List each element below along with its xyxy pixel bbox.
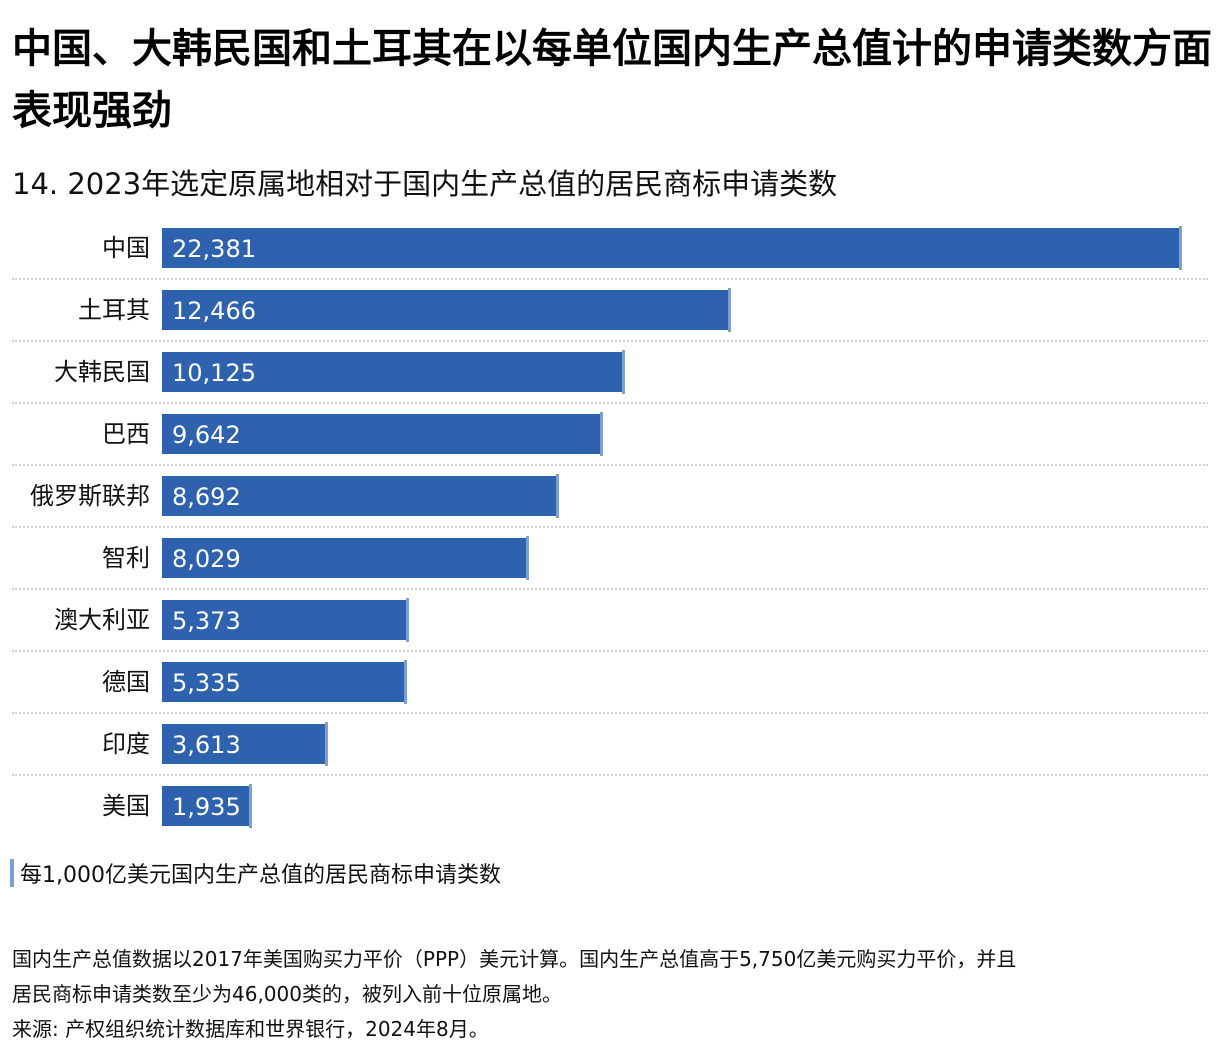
bar-value-label: 22,381 xyxy=(172,235,256,263)
category-label: 德国 xyxy=(102,668,150,696)
row-separator xyxy=(12,588,1208,590)
bar-row: 俄罗斯联邦 8,692 xyxy=(0,474,1220,538)
category-label: 美国 xyxy=(102,792,150,820)
bar-end-tick xyxy=(1179,226,1182,270)
note-line: 国内生产总值数据以2017年美国购买力平价（PPP）美元计算。国内生产总值高于5… xyxy=(12,947,1017,971)
bar: 1,935 xyxy=(162,784,252,828)
chart-subtitle: 14. 2023年选定原属地相对于国内生产总值的居民商标申请类数 xyxy=(12,167,838,201)
bar-end-tick xyxy=(728,288,731,332)
bar-value-label: 5,373 xyxy=(172,607,241,635)
bar-row: 中国 22,381 xyxy=(0,226,1220,290)
bar-row: 智利 8,029 xyxy=(0,536,1220,600)
legend-label: 每1,000亿美元国内生产总值的居民商标申请类数 xyxy=(20,863,501,888)
bar-value-label: 8,692 xyxy=(172,483,241,511)
bar-end-tick xyxy=(526,536,529,580)
category-label: 智利 xyxy=(102,544,150,572)
row-separator xyxy=(12,278,1208,280)
row-separator xyxy=(12,464,1208,466)
bar-row: 巴西 9,642 xyxy=(0,412,1220,476)
note-line: 居民商标申请类数至少为46,000类的，被列入前十位原属地。 xyxy=(12,982,562,1006)
category-label: 巴西 xyxy=(102,420,150,448)
bar-end-tick xyxy=(406,598,409,642)
row-separator xyxy=(12,774,1208,776)
category-label: 土耳其 xyxy=(78,296,150,324)
bar-row: 澳大利亚 5,373 xyxy=(0,598,1220,662)
category-label: 印度 xyxy=(102,730,150,758)
bar: 10,125 xyxy=(162,350,625,394)
bar-row: 印度 3,613 xyxy=(0,722,1220,786)
bar-end-tick xyxy=(622,350,625,394)
bar-row: 德国 5,335 xyxy=(0,660,1220,724)
bar: 8,029 xyxy=(162,536,529,580)
source-line: 来源: 产权组织统计数据库和世界银行，2024年8月。 xyxy=(12,1017,489,1041)
bar-end-tick xyxy=(600,412,603,456)
bar: 5,335 xyxy=(162,660,407,704)
bar-value-label: 3,613 xyxy=(172,731,241,759)
row-separator xyxy=(12,340,1208,342)
category-label: 中国 xyxy=(102,234,150,262)
bar-row: 美国 1,935 xyxy=(0,784,1220,848)
bar-end-tick xyxy=(556,474,559,518)
bar: 3,613 xyxy=(162,722,328,766)
chart-title: 中国、大韩民国和土耳其在以每单位国内生产总值计的申请类数方面表现强劲 xyxy=(12,26,1212,134)
bar: 5,373 xyxy=(162,598,409,642)
bar-value-label: 5,335 xyxy=(172,669,241,697)
bar: 8,692 xyxy=(162,474,559,518)
row-separator xyxy=(12,712,1208,714)
footnotes: 国内生产总值数据以2017年美国购买力平价（PPP）美元计算。国内生产总值高于5… xyxy=(12,942,1212,1047)
bar-row: 土耳其 12,466 xyxy=(0,288,1220,352)
bar-value-label: 12,466 xyxy=(172,297,256,325)
row-separator xyxy=(12,650,1208,652)
row-separator xyxy=(12,402,1208,404)
bar: 12,466 xyxy=(162,288,731,332)
bar-end-tick xyxy=(404,660,407,704)
legend: 每1,000亿美元国内生产总值的居民商标申请类数 xyxy=(10,858,501,888)
bar: 22,381 xyxy=(162,226,1182,270)
category-label: 澳大利亚 xyxy=(54,606,150,634)
bar-value-label: 10,125 xyxy=(172,359,256,387)
bar: 9,642 xyxy=(162,412,603,456)
legend-swatch xyxy=(10,859,14,887)
row-separator xyxy=(12,526,1208,528)
bar-end-tick xyxy=(325,722,328,766)
category-label: 大韩民国 xyxy=(54,358,150,386)
bar-value-label: 8,029 xyxy=(172,545,241,573)
bar-value-label: 9,642 xyxy=(172,421,241,449)
bar-end-tick xyxy=(249,784,252,828)
bar-row: 大韩民国 10,125 xyxy=(0,350,1220,414)
bar-value-label: 1,935 xyxy=(172,793,241,821)
category-label: 俄罗斯联邦 xyxy=(30,482,150,510)
